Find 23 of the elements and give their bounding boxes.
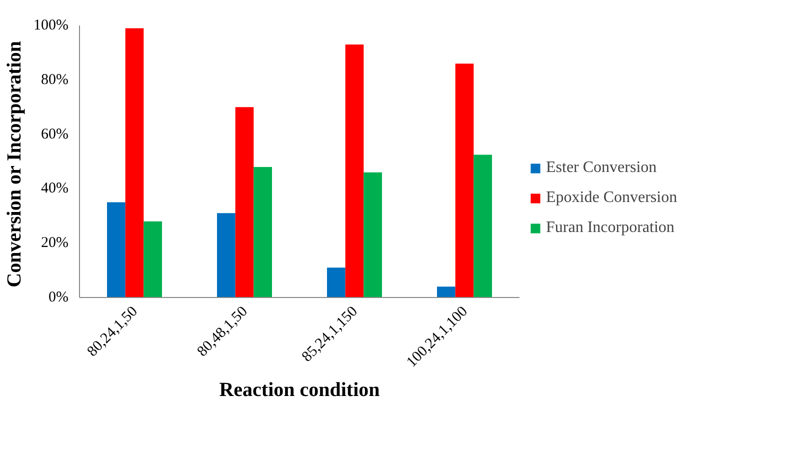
y-tick-label: 60%	[41, 126, 69, 142]
legend-label: Furan Incorporation	[546, 219, 674, 237]
legend-label: Ester Conversion	[546, 159, 657, 177]
bar	[235, 107, 254, 298]
y-tick-label: 0%	[48, 290, 69, 306]
bar	[217, 213, 236, 298]
x-axis-title: Reaction condition	[219, 379, 380, 402]
bar	[455, 64, 474, 298]
y-tick-label: 20%	[41, 235, 69, 252]
bar	[437, 286, 456, 298]
bar	[364, 172, 382, 298]
bar	[125, 28, 144, 298]
y-tick-label: 100%	[34, 18, 69, 34]
bar	[107, 202, 126, 298]
y-tick-label: 40%	[41, 180, 69, 197]
bar	[254, 166, 272, 298]
bar	[474, 154, 492, 298]
bar	[345, 44, 364, 298]
bar	[144, 221, 162, 298]
bar	[327, 268, 346, 298]
legend-label: Epoxide Conversion	[546, 189, 678, 207]
y-tick-label: 80%	[41, 72, 69, 88]
y-axis-title: Conversion or Incorporation	[4, 41, 26, 288]
